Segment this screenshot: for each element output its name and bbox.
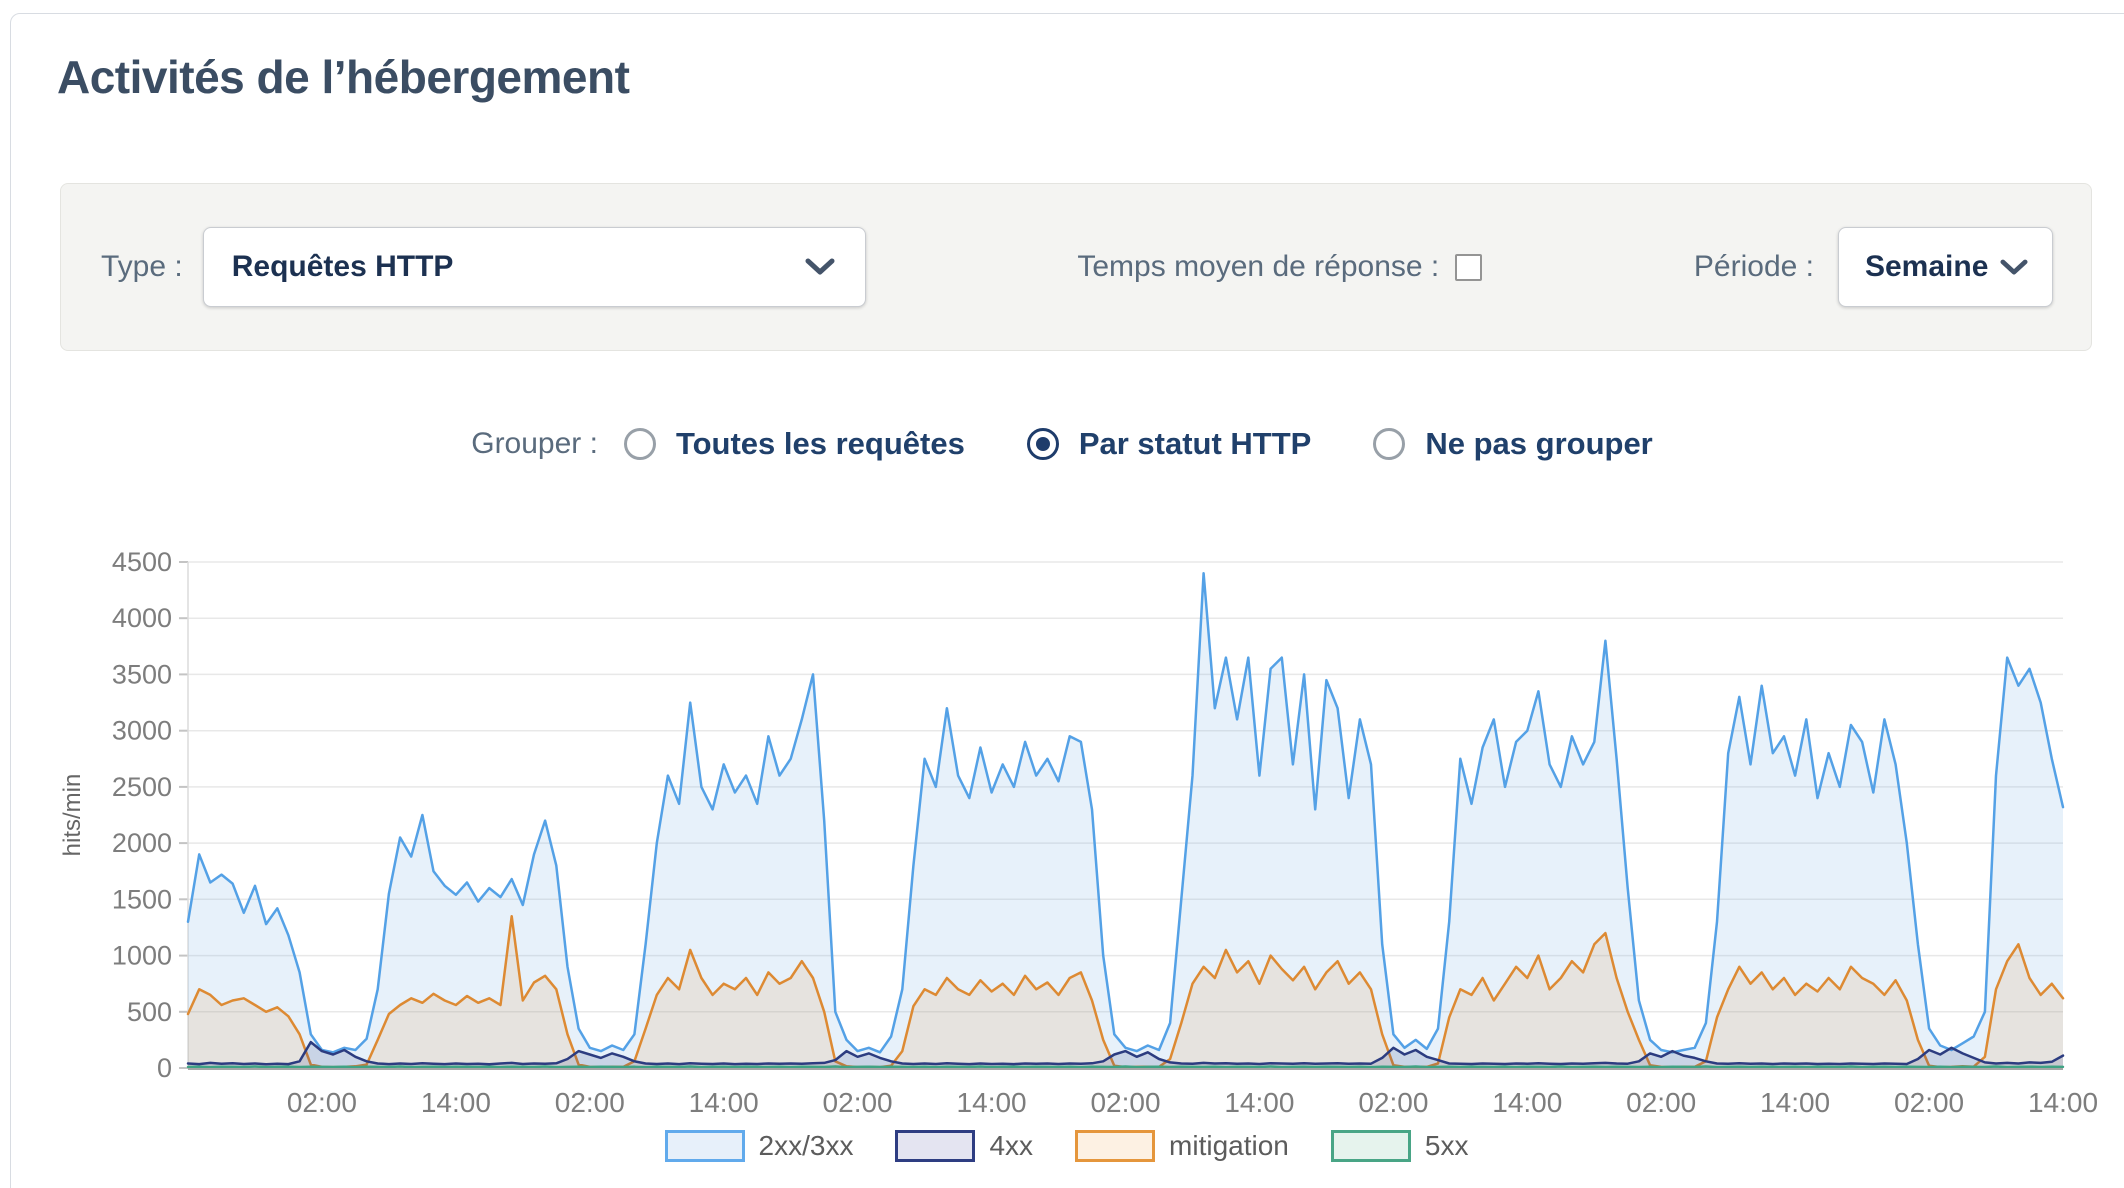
legend-label: 5xx: [1424, 1130, 1469, 1161]
grouping-radio-1[interactable]: Par statut HTTP: [1026, 426, 1312, 462]
svg-text:14:00: 14:00: [957, 1087, 1027, 1118]
grouping-label: Grouper :: [471, 427, 598, 460]
legend-item[interactable]: 5xx: [1330, 1130, 1469, 1162]
svg-text:14:00: 14:00: [1760, 1087, 1830, 1118]
svg-text:4500: 4500: [112, 547, 172, 577]
svg-text:2000: 2000: [112, 828, 172, 858]
radio-icon[interactable]: [623, 428, 656, 460]
legend-swatch: [1330, 1130, 1411, 1162]
type-select[interactable]: Requêtes HTTP: [202, 227, 866, 307]
svg-text:02:00: 02:00: [287, 1087, 357, 1118]
svg-text:1000: 1000: [112, 941, 172, 971]
grouping-radio-label: Par statut HTTP: [1078, 426, 1312, 461]
legend-item[interactable]: 2xx/3xx: [664, 1130, 854, 1162]
activity-chart: 0 500 1000 1500 2000 2500 3000 3500 4000 4500 02:0…: [59, 547, 2098, 1118]
svg-text:02:00: 02:00: [1090, 1087, 1160, 1118]
grouping-row: Grouper : Toutes les requêtes Par statut …: [0, 426, 2124, 462]
legend-swatch: [664, 1130, 745, 1162]
grouping-radio-label: Ne pas grouper: [1425, 426, 1653, 461]
radio-icon[interactable]: [1373, 428, 1406, 460]
filter-bar: Type : Requêtes HTTP Temps moyen de répo…: [60, 183, 2092, 351]
period-filter-group: Période : Semaine: [1694, 227, 2053, 307]
legend-label: 2xx/3xx: [758, 1130, 854, 1161]
chevron-down-icon: [805, 258, 835, 275]
svg-text:02:00: 02:00: [555, 1087, 625, 1118]
svg-text:14:00: 14:00: [689, 1087, 759, 1118]
svg-text:14:00: 14:00: [1492, 1087, 1562, 1118]
svg-text:0: 0: [157, 1053, 172, 1083]
type-filter-group: Type : Requêtes HTTP: [101, 227, 866, 307]
response-time-group: Temps moyen de réponse :: [1077, 250, 1483, 284]
grouping-radio-2[interactable]: Ne pas grouper: [1373, 426, 1653, 462]
svg-text:14:00: 14:00: [2028, 1087, 2098, 1118]
svg-text:02:00: 02:00: [1626, 1087, 1696, 1118]
response-time-checkbox[interactable]: [1455, 253, 1483, 281]
svg-text:3500: 3500: [112, 659, 172, 689]
period-select-value: Semaine: [1864, 250, 1989, 283]
legend-label: mitigation: [1169, 1130, 1289, 1161]
chart-legend: 2xx/3xx 4xx mitigation 5xx: [188, 1130, 2063, 1162]
radio-selected-icon[interactable]: [1026, 428, 1059, 460]
type-select-value: Requêtes HTTP: [231, 250, 454, 283]
legend-label: 4xx: [989, 1130, 1034, 1161]
svg-text:14:00: 14:00: [421, 1087, 491, 1118]
legend-item[interactable]: mitigation: [1075, 1130, 1289, 1162]
svg-text:500: 500: [127, 997, 172, 1027]
type-label: Type :: [101, 250, 183, 283]
legend-item[interactable]: 4xx: [895, 1130, 1033, 1162]
grouping-radio-label: Toutes les requêtes: [675, 426, 965, 461]
svg-text:2500: 2500: [112, 772, 172, 802]
svg-text:4000: 4000: [112, 603, 172, 633]
y-axis-label: hits/min: [59, 774, 86, 857]
grouping-radio-group: Toutes les requêtes Par statut HTTP Ne pas…: [623, 426, 1653, 462]
period-select[interactable]: Semaine: [1837, 227, 2053, 307]
svg-text:02:00: 02:00: [1894, 1087, 1964, 1118]
grouping-radio-0[interactable]: Toutes les requêtes: [623, 426, 965, 462]
svg-text:02:00: 02:00: [823, 1087, 893, 1118]
svg-text:14:00: 14:00: [1224, 1087, 1294, 1118]
chevron-down-icon: [2000, 259, 2028, 274]
period-label: Période :: [1693, 250, 1814, 283]
page-title: Activités de l’hébergement: [57, 51, 630, 103]
legend-swatch: [895, 1130, 976, 1162]
legend-swatch: [1075, 1130, 1156, 1162]
response-time-label: Temps moyen de réponse :: [1077, 250, 1440, 283]
svg-text:02:00: 02:00: [1358, 1087, 1428, 1118]
svg-text:3000: 3000: [112, 716, 172, 746]
svg-text:1500: 1500: [112, 884, 172, 914]
